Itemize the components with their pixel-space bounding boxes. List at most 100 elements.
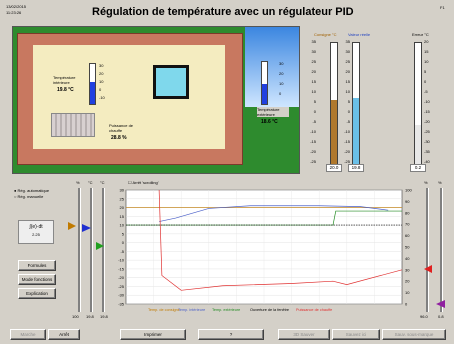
temp-tick: 10 <box>345 89 350 94</box>
error-tick: -25 <box>424 129 430 134</box>
temp-tick: -25 <box>310 159 316 164</box>
y-tick-label: -35 <box>118 302 125 307</box>
y-tick-label: 5 <box>122 231 125 236</box>
print-button[interactable]: Imprimer <box>120 329 186 340</box>
right-slider-value: 96.0 <box>420 314 428 319</box>
y2-tick-label: 80 <box>405 210 410 215</box>
mode-manual-label: Rég. manuelle <box>17 194 44 199</box>
slider-track-power[interactable] <box>78 188 81 312</box>
y2-tick-label: 50 <box>405 245 410 250</box>
error-gauge-label: Erreur °C <box>412 32 429 37</box>
mode-manual-radio[interactable]: ○ Rég. manuelle <box>14 194 44 199</box>
date-label: 13/02/2015 <box>6 4 27 9</box>
error-tick: -15 <box>424 109 430 114</box>
error-tick: -20 <box>424 119 430 124</box>
slider-track-setpoint[interactable] <box>90 188 93 312</box>
slider-bottom-value: 19.8 <box>86 314 94 319</box>
formula-text: ∫(e)·dt <box>29 224 43 230</box>
formulas-button[interactable]: Formules <box>18 260 56 271</box>
indoor-temp-label: Température intérieure <box>53 75 76 85</box>
measured-gauge <box>352 42 360 166</box>
temp-tick: -5 <box>346 119 350 124</box>
chart-plot-area <box>125 189 403 305</box>
window[interactable] <box>153 65 189 99</box>
y-tick-label: -15 <box>118 266 125 271</box>
slider-col-label: °C <box>100 180 105 185</box>
y2-tick-label: 60 <box>405 233 410 238</box>
slider-track-outdoor[interactable] <box>102 188 105 312</box>
error-tick: -5 <box>424 89 428 94</box>
legend-entry: Puissance de chauffe <box>296 308 332 312</box>
therm-tick: 30 <box>99 63 104 68</box>
y-tick-label: 0 <box>122 240 125 245</box>
legend-entry: Temp. intérieure <box>178 308 205 312</box>
temp-tick: 35 <box>345 39 350 44</box>
mode-auto-radio[interactable]: ● Rég. automatique <box>14 188 50 193</box>
heater-value: 28.8 % <box>111 135 127 141</box>
save-as-button[interactable]: Sauv. sous-marque <box>382 329 446 340</box>
temp-tick: 20 <box>345 69 350 74</box>
start-button[interactable]: Marche <box>10 329 46 340</box>
heater-label: Puissance de chauffe <box>109 123 134 133</box>
window-slider-track[interactable] <box>426 188 429 312</box>
y2-tick-label: 30 <box>405 267 410 272</box>
mode-functions-button[interactable]: Mode fonctions <box>18 274 56 285</box>
y2-tick-label: 90 <box>405 199 410 204</box>
control-panel: ● Rég. automatique ○ Rég. manuelle % °C … <box>12 178 112 322</box>
stop-button[interactable]: Arrêt <box>48 329 80 340</box>
y-tick-label: 15 <box>120 214 125 219</box>
mode-auto-label: Rég. automatique <box>17 188 50 193</box>
setpoint-gauge-label: Consigne °C <box>314 32 337 37</box>
y-tick-label: 30 <box>120 188 125 193</box>
help-button[interactable]: ? <box>198 329 264 340</box>
temp-tick: 10 <box>311 89 316 94</box>
y2-tick-label: 100 <box>405 188 412 193</box>
gauge-panel: Consigne °C Valeur réelle Erreur °C 35 35… <box>304 26 448 172</box>
error-tick: -35 <box>424 149 430 154</box>
heater-slider-thumb[interactable] <box>436 300 445 308</box>
error-tick: -30 <box>424 139 430 144</box>
help-key[interactable]: F1 <box>440 5 445 10</box>
y-tick-label: -30 <box>118 293 125 298</box>
error-value: 0.2 <box>410 164 426 172</box>
explanation-button[interactable]: Explication <box>18 288 56 299</box>
y-tick-label: -25 <box>118 284 125 289</box>
save-3d-button[interactable]: 3D Sauver <box>278 329 330 340</box>
outdoor-temp-label: Température extérieure <box>257 107 289 117</box>
slider-bottom-value: 100 <box>72 314 79 319</box>
outdoor-thermometer <box>261 61 268 105</box>
y2-tick-label: 10 <box>405 290 410 295</box>
indoor-temp-value: 19.8 °C <box>57 87 74 93</box>
therm-tick: 10 <box>99 79 104 84</box>
error-tick: 0 <box>424 79 427 84</box>
temp-tick: 0 <box>313 109 316 114</box>
heater-slider-track[interactable] <box>440 188 443 312</box>
window-slider-thumb[interactable] <box>424 265 432 273</box>
chart-series-line <box>126 210 402 226</box>
temp-tick: -10 <box>310 129 316 134</box>
slider-thumb-setpoint[interactable] <box>82 224 91 232</box>
setpoint-gauge <box>330 42 338 166</box>
scroll-stop-label: Arrêt 'scrolling' <box>132 180 159 185</box>
outdoor-temp-value: 18.6 °C <box>261 119 278 125</box>
y2-tick-label: 70 <box>405 222 410 227</box>
chart-series-line <box>158 189 403 291</box>
temp-tick: 15 <box>345 79 350 84</box>
y-tick-label: -10 <box>118 258 125 263</box>
outdoor-tick: 20 <box>279 71 284 76</box>
temp-tick: 5 <box>347 99 350 104</box>
y-tick-label: -20 <box>118 275 125 280</box>
therm-tick: 20 <box>99 71 104 76</box>
save-here-button[interactable]: Sauvez ici <box>332 329 380 340</box>
slider-col-label: °C <box>88 180 93 185</box>
temp-tick: 30 <box>345 49 350 54</box>
house-scene: Température intérieure 19.8 °C 30 20 10 … <box>12 26 300 174</box>
formula-box: ∫(e)·dt 2.25 <box>18 220 54 244</box>
therm-tick: -10 <box>99 95 105 100</box>
y-tick-label: 20 <box>120 205 125 210</box>
scroll-stop-checkbox[interactable]: ☐ Arrêt 'scrolling' <box>128 180 159 185</box>
slider-thumb-outdoor[interactable] <box>96 242 104 250</box>
outdoor-tick: 0 <box>279 91 282 96</box>
slider-thumb-power[interactable] <box>68 222 76 230</box>
temp-tick: 30 <box>311 49 316 54</box>
